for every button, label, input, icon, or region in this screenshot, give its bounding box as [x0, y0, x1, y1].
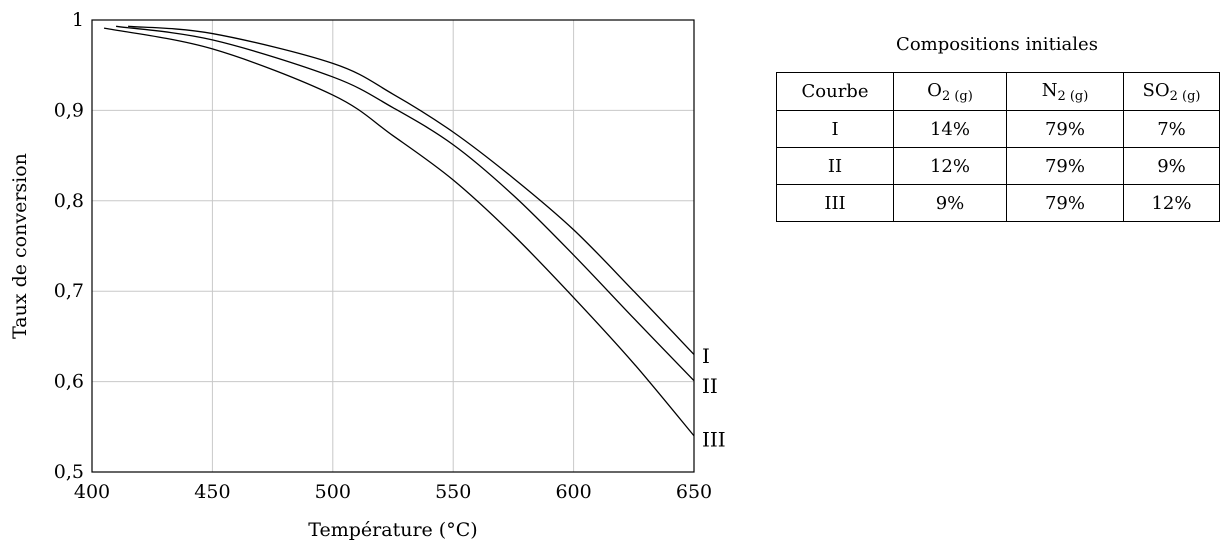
- series-label-I: I: [702, 344, 710, 368]
- header-o2: O2 (g): [893, 72, 1007, 111]
- composition-table: Courbe O2 (g) N2 (g) SO2 (g) I 14% 79% 7…: [776, 72, 1220, 222]
- table-cell: 9%: [1123, 147, 1220, 185]
- table-cell: 79%: [1006, 110, 1124, 148]
- series-line-I: [128, 25, 695, 355]
- x-axis-title: Température (°C): [308, 519, 477, 541]
- y-tick-label: 0,7: [54, 280, 84, 302]
- series-label-III: III: [702, 427, 726, 451]
- table-cell: II: [776, 147, 894, 185]
- x-tick-label: 650: [676, 481, 712, 503]
- header-so2: SO2 (g): [1123, 72, 1220, 111]
- table-cell: 79%: [1006, 184, 1124, 222]
- y-tick-label: 0,9: [54, 99, 84, 121]
- series-label-II: II: [702, 374, 718, 398]
- table-cell: 79%: [1006, 147, 1124, 185]
- series-line-II: [115, 25, 695, 382]
- x-tick-label: 500: [315, 481, 351, 503]
- y-tick-label: 0,6: [54, 371, 84, 393]
- x-tick-label: 550: [435, 481, 471, 503]
- y-tick-label: 1: [72, 9, 84, 31]
- header-so2-sub: 2 (g): [1169, 88, 1201, 104]
- table-cell: 12%: [1123, 184, 1220, 222]
- table-cell: III: [776, 184, 894, 222]
- grid: [92, 20, 694, 472]
- x-tick-label: 600: [555, 481, 591, 503]
- header-o2-base: O: [927, 79, 942, 101]
- header-so2-base: SO: [1142, 79, 1170, 101]
- table-row: I 14% 79% 7%: [776, 110, 1220, 148]
- table-cell: 7%: [1123, 110, 1220, 148]
- table-row: II 12% 79% 9%: [776, 147, 1220, 185]
- tick-labels: 400 450 500 550 600 650 0,5 0,6 0,7 0,8 0,9 1: [54, 9, 712, 503]
- table-title: Compositions initiales: [896, 34, 1098, 55]
- table-cell: 14%: [893, 110, 1007, 148]
- x-tick-label: 450: [194, 481, 230, 503]
- header-n2-base: N: [1041, 79, 1058, 101]
- y-tick-label: 0,8: [54, 190, 84, 212]
- plot-frame: [91, 19, 695, 473]
- series-line-III: [103, 27, 695, 437]
- y-axis-title: Taux de conversion: [9, 153, 31, 339]
- table-row: III 9% 79% 12%: [776, 184, 1220, 222]
- table-header-row: Courbe O2 (g) N2 (g) SO2 (g): [776, 72, 1220, 111]
- header-n2-sub: 2 (g): [1057, 88, 1089, 104]
- header-courbe: Courbe: [776, 72, 894, 111]
- table-cell: 9%: [893, 184, 1007, 222]
- header-o2-sub: 2 (g): [941, 88, 973, 104]
- header-n2: N2 (g): [1006, 72, 1124, 111]
- table-cell: 12%: [893, 147, 1007, 185]
- y-tick-label: 0,5: [54, 461, 84, 483]
- x-tick-label: 400: [74, 481, 110, 503]
- series-lines: [103, 25, 695, 437]
- table-cell: I: [776, 110, 894, 148]
- composition-table-block: Compositions initiales Courbe O2 (g) N2 …: [776, 34, 1220, 222]
